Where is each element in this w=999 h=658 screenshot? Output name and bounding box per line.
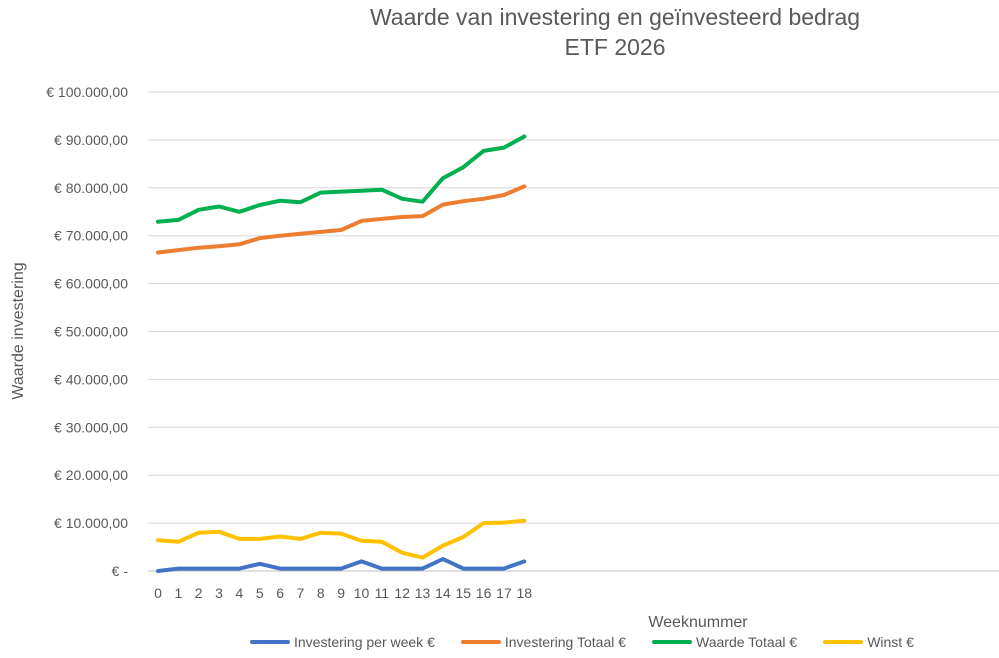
legend-item-2: Investering Totaal € xyxy=(460,634,627,650)
x-tick-label: 9 xyxy=(337,585,345,601)
x-tick-label: 8 xyxy=(317,585,325,601)
x-tick-label: 13 xyxy=(415,585,431,601)
legend-label: Investering Totaal € xyxy=(504,634,627,650)
legend-swatch xyxy=(652,640,693,644)
y-tick-label: € 70.000,00 xyxy=(54,228,128,244)
legend-item-4: Winst € xyxy=(823,634,914,650)
x-tick-label: 14 xyxy=(435,585,451,601)
legend-label: Waarde Totaal € xyxy=(696,634,798,650)
x-tick-label: 16 xyxy=(476,585,492,601)
chart-title: Waarde van investering en geïnvesteerd b… xyxy=(0,2,999,62)
y-tick-label: € 90.000,00 xyxy=(54,132,128,148)
y-tick-label: € 30.000,00 xyxy=(54,419,128,435)
y-tick-label: € 10.000,00 xyxy=(54,515,128,531)
series-line-1 xyxy=(156,557,527,573)
y-axis-tick-labels: € - € 10.000,00 € 20.000,00 € 30.000,00 € 40… xyxy=(46,84,128,579)
y-tick-label: € 20.000,00 xyxy=(54,467,128,483)
x-tick-label: 6 xyxy=(276,585,284,601)
x-tick-label: 4 xyxy=(236,585,244,601)
y-axis-label: Waarde investering xyxy=(10,262,27,399)
x-tick-label: 5 xyxy=(256,585,264,601)
y-tick-label: € - xyxy=(112,563,129,579)
series-line-3 xyxy=(156,134,527,224)
legend-swatch xyxy=(250,640,290,644)
x-tick-label: 1 xyxy=(174,585,182,601)
x-tick-label: 2 xyxy=(195,585,203,601)
legend-swatch xyxy=(823,640,864,644)
y-tick-label: € 80.000,00 xyxy=(54,180,128,196)
series-lines xyxy=(156,134,527,573)
y-tick-label: € 100.000,00 xyxy=(46,84,128,100)
line-chart: € - € 10.000,00 € 20.000,00 € 30.000,00 € 40… xyxy=(10,84,999,631)
x-tick-label: 10 xyxy=(354,585,370,601)
chart-title-line1: Waarde van investering en geïnvesteerd b… xyxy=(369,4,861,30)
x-tick-label: 17 xyxy=(496,585,512,601)
x-tick-label: 7 xyxy=(297,585,305,601)
legend-item-1: Investering per week € xyxy=(250,634,435,650)
legend: Investering per week € Investering Totaal… xyxy=(250,632,999,652)
legend-swatch xyxy=(460,640,501,644)
legend-label: Winst € xyxy=(867,634,914,650)
legend-item-3: Waarde Totaal € xyxy=(652,634,797,650)
x-axis-tick-labels: 0 1 2 3 4 5 6 7 8 9 10 11 12 13 14 15 16 17 18 xyxy=(154,585,532,601)
y-tick-label: € 50.000,00 xyxy=(54,324,128,340)
x-tick-label: 11 xyxy=(375,585,390,601)
chart-title-line2: ETF 2026 xyxy=(564,34,666,60)
gridlines xyxy=(148,91,999,572)
x-tick-label: 15 xyxy=(455,585,471,601)
x-axis-label: Weeknummer xyxy=(648,614,748,631)
y-tick-label: € 60.000,00 xyxy=(54,276,128,292)
y-tick-label: € 40.000,00 xyxy=(54,371,128,387)
x-tick-label: 3 xyxy=(215,585,223,601)
series-line-4 xyxy=(156,518,527,560)
x-tick-label: 12 xyxy=(394,585,410,601)
x-tick-label: 18 xyxy=(517,585,533,601)
legend-label: Investering per week € xyxy=(294,634,435,650)
x-tick-label: 0 xyxy=(154,585,162,601)
series-line-2 xyxy=(156,184,527,255)
